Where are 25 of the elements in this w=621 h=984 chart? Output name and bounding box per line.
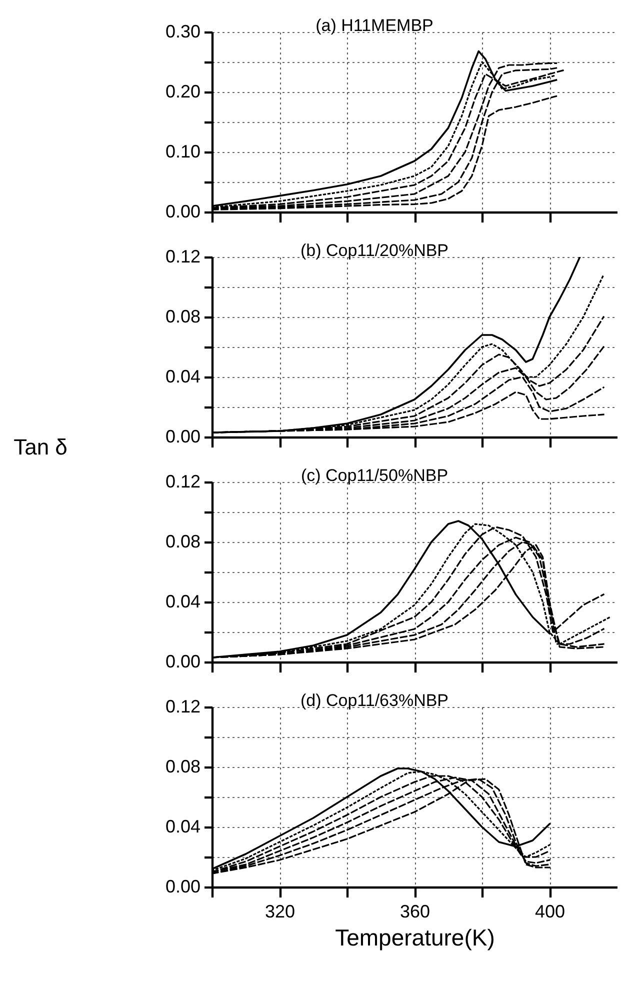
y-tick-label: 0.20 [165,82,200,102]
y-tick-label: 0.08 [165,756,200,776]
y-tick-label: 0.08 [165,306,200,326]
chart-title: (b) Cop11/20%NBP [300,241,449,260]
y-tick-label: 0.00 [165,202,200,222]
y-axis-title: Tan δ [14,434,68,460]
y-tick-label: 0.04 [165,366,200,386]
y-tick-label: 0.04 [165,816,200,836]
chart-title: (a) H11MEMBP [316,16,434,35]
x-tick-label: 400 [534,902,566,922]
y-tick-label: 0.12 [165,472,200,492]
y-tick-label: 0.00 [165,876,200,896]
x-tick-label: 320 [264,902,296,922]
y-tick-label: 0.04 [165,592,200,612]
y-tick-label: 0.10 [165,142,200,162]
x-tick-label: 360 [400,902,430,922]
chart-title: (d) Cop11/63%NBP [300,691,449,710]
y-tick-label: 0.00 [165,652,200,672]
y-tick-label: 0.00 [165,426,200,446]
x-axis-title: Temperature(K) [335,924,495,950]
y-tick-label: 0.08 [165,532,200,552]
y-tick-label: 0.30 [165,22,200,42]
y-tick-label: 0.12 [165,246,200,266]
y-tick-label: 0.12 [165,696,200,716]
chart-title: (c) Cop11/50%NBP [300,466,448,485]
